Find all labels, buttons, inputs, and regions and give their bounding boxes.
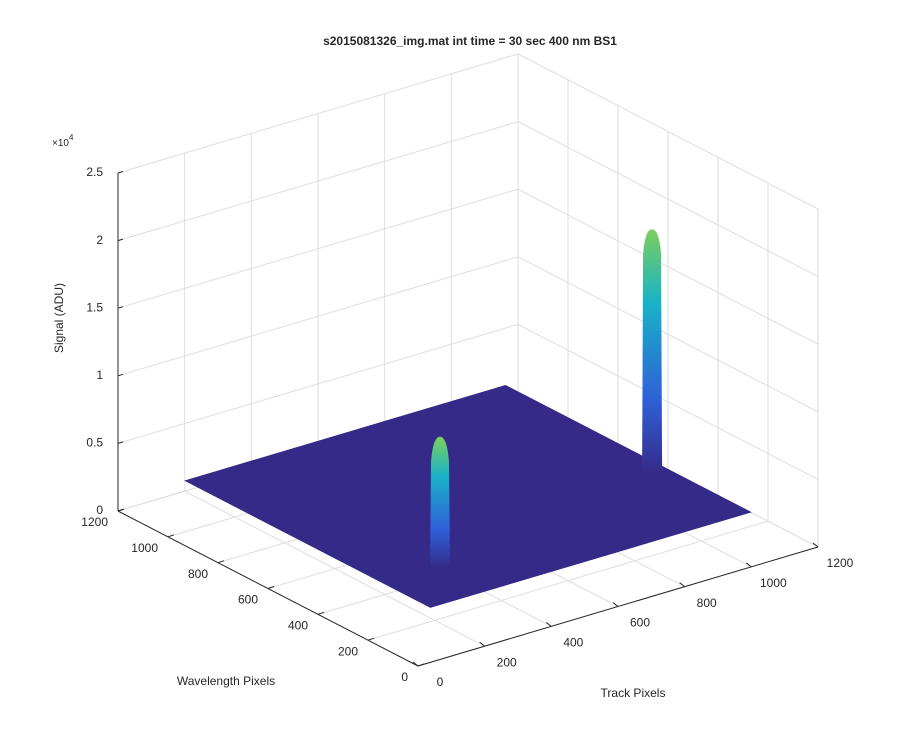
y-tick	[417, 663, 425, 667]
grid-line	[517, 256, 819, 413]
peak	[430, 436, 450, 570]
grid-line	[117, 188, 519, 309]
z-multiplier-base: ×10	[52, 138, 69, 149]
y-tick-label: 1200	[81, 515, 108, 529]
x-tick	[546, 621, 552, 627]
x-tick-label: 1200	[827, 556, 854, 570]
z-tick-label: 2.5	[86, 165, 103, 179]
z-tick-label: 0.5	[86, 436, 103, 450]
x-tick	[412, 661, 419, 667]
grid-line	[367, 520, 769, 641]
x-axis-label: Track Pixels	[601, 686, 666, 700]
z-tick	[117, 306, 124, 309]
y-tick	[167, 534, 175, 538]
y-tick	[317, 611, 325, 615]
z-tick	[117, 441, 124, 444]
y-axis-label: Wavelength Pixels	[177, 674, 275, 688]
z-tick-label: 2	[96, 233, 103, 247]
z-multiplier-exponent: 4	[69, 133, 74, 142]
z-tick	[117, 171, 124, 174]
x-tick-label: 800	[697, 596, 717, 610]
y-tick	[367, 637, 375, 641]
y-tick	[217, 560, 225, 564]
grid-line	[517, 121, 819, 278]
x-tick	[679, 582, 685, 588]
y-tick-label: 400	[288, 619, 308, 633]
z-tick-label: 1	[96, 368, 103, 382]
grid-line	[117, 256, 519, 377]
y-tick	[117, 508, 125, 512]
grid-line	[517, 323, 819, 480]
chart-title: s2015081326_img.mat int time = 30 sec 40…	[323, 34, 617, 48]
y-tick-label: 600	[238, 593, 258, 607]
x-tick	[479, 641, 485, 647]
z-axis-label: Signal (ADU)	[52, 283, 66, 353]
grid-line	[517, 188, 819, 345]
x-tick-label: 600	[630, 616, 650, 630]
x-tick-label: 400	[563, 636, 583, 650]
x-tick-label: 200	[497, 655, 517, 669]
z-tick	[117, 238, 124, 242]
x-tick-label: 0	[437, 675, 444, 689]
x-tick	[746, 562, 752, 568]
y-tick-label: 200	[338, 644, 358, 658]
grid-line	[517, 53, 819, 210]
surface	[184, 385, 752, 608]
z-tick	[117, 373, 124, 377]
x-tick-label: 1000	[760, 576, 787, 590]
y-tick	[267, 586, 275, 589]
grid-line	[117, 121, 519, 242]
x-tick	[612, 602, 619, 607]
grid-line	[117, 323, 519, 444]
y-tick-label: 800	[188, 567, 208, 581]
z-tick-label: 1.5	[86, 300, 103, 314]
z-multiplier: ×104	[52, 133, 74, 149]
y-tick-label: 0	[401, 670, 408, 684]
peak	[642, 229, 663, 474]
x-tick	[812, 542, 819, 548]
grid-line	[117, 53, 519, 174]
y-tick-label: 1000	[131, 541, 158, 555]
z-tick-label: 0	[96, 503, 103, 517]
